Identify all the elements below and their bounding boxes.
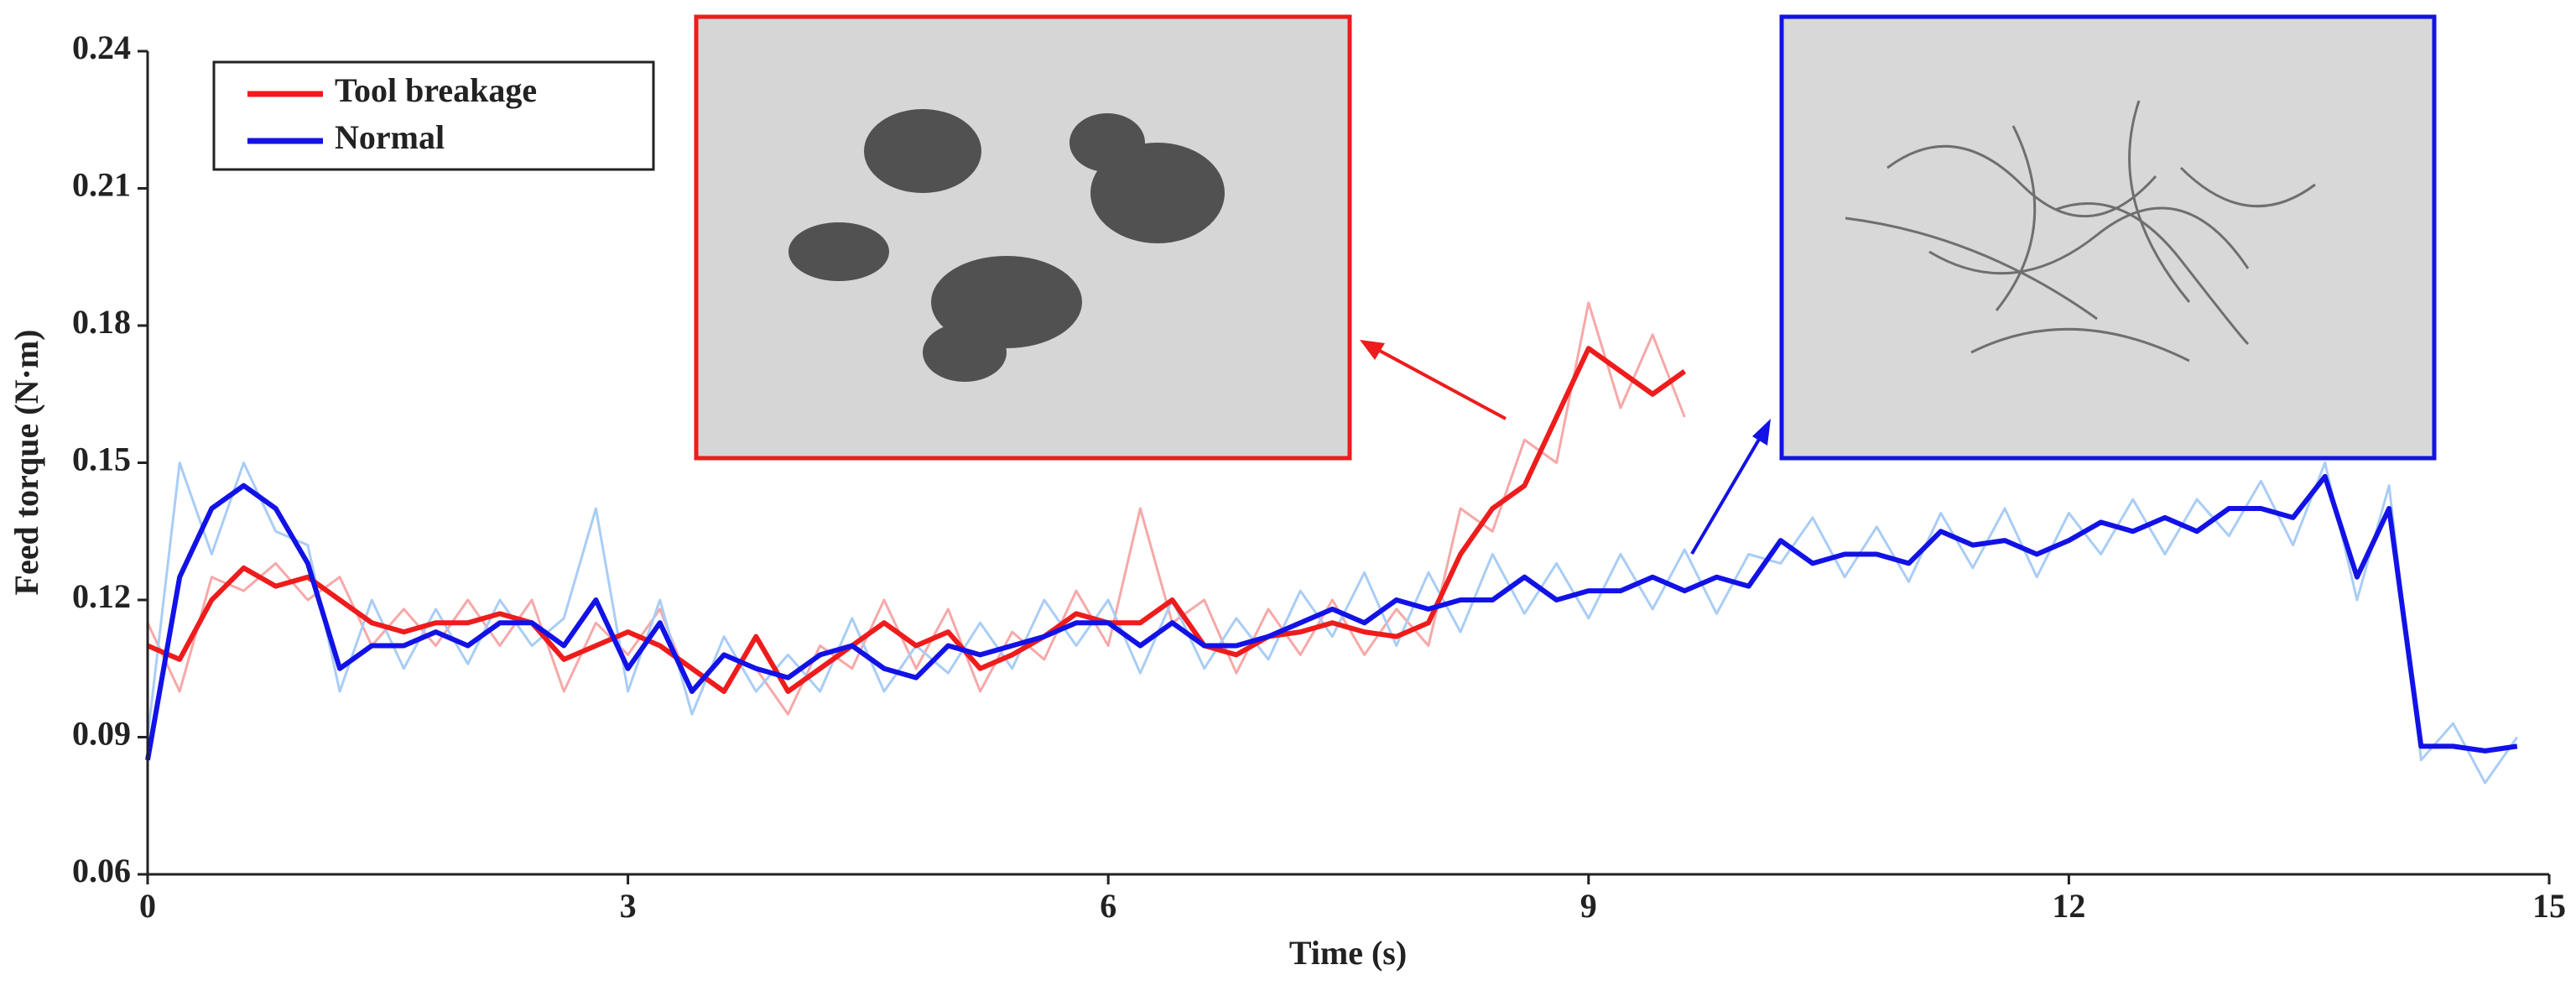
arrow-head <box>1752 419 1771 446</box>
x-tick-label: 0 <box>139 887 156 925</box>
x-tick-label: 9 <box>1580 887 1597 925</box>
y-tick-label: 0.06 <box>72 852 131 889</box>
y-tick-label: 0.21 <box>72 166 131 204</box>
legend-label: Tool breakage <box>335 71 537 109</box>
inset-normal-chips <box>1779 14 2437 461</box>
smoothed-line <box>145 473 2518 761</box>
inset-breakage-chips <box>694 14 1352 461</box>
arrow <box>1690 426 1767 555</box>
y-axis-label: Feed torque (N·m) <box>8 330 45 596</box>
y-tick-label: 0.15 <box>72 441 131 478</box>
y-tick-label: 0.24 <box>72 29 131 66</box>
x-tick-label: 6 <box>1100 887 1116 925</box>
raw-line <box>146 301 1686 716</box>
x-tick-label: 12 <box>2052 887 2085 925</box>
smoothed-line <box>146 346 1687 694</box>
x-tick-label: 15 <box>2532 887 2566 925</box>
arrow <box>1366 342 1507 420</box>
y-tick-label: 0.12 <box>72 577 131 615</box>
x-tick-label: 3 <box>620 887 637 925</box>
x-axis-label: Time (s) <box>1289 934 1407 972</box>
y-tick-label: 0.18 <box>72 303 131 341</box>
legend-label: Normal <box>335 118 445 156</box>
plot-area <box>145 301 2519 785</box>
legend-box <box>212 60 655 171</box>
arrow-head <box>1360 340 1385 360</box>
y-tick-label: 0.09 <box>72 715 131 753</box>
